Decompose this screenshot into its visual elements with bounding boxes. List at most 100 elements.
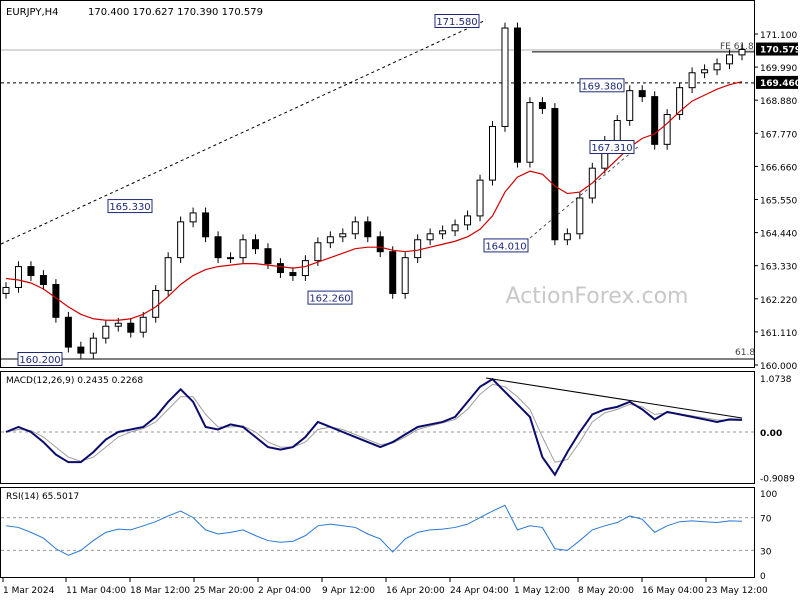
candle-body — [439, 230, 447, 235]
macd-axis-label: 0.00 — [760, 429, 782, 439]
candle-body — [114, 322, 122, 327]
candle-body — [364, 221, 372, 238]
rsi-label: RSI(14) 65.5017 — [6, 492, 79, 502]
price-tick-label: 165.550 — [760, 197, 797, 207]
candle-body — [52, 283, 60, 318]
annotation-box — [17, 352, 63, 366]
watermark: ActionForex.com — [506, 284, 689, 309]
price-axis: 171.100 169.990 168.880 167.770 166.660 165.5… — [754, 31, 800, 372]
candle-body — [638, 90, 646, 98]
price-tick-label: 171.100 — [760, 31, 797, 41]
candle-body — [276, 263, 284, 274]
macd-trend-line — [485, 377, 743, 419]
candle-body — [264, 248, 272, 265]
candle-body — [339, 233, 347, 238]
time-tick-label: 11 Mar 04:00 — [66, 586, 126, 596]
candle-body — [227, 257, 235, 260]
current-price-badge — [756, 42, 798, 56]
time-tick-label: 16 Apr 20:00 — [386, 586, 445, 596]
price-annotations: 171.580 169.380 167.310 165.330 164.010 162.2… — [17, 14, 635, 366]
annotation-label: 160.200 — [19, 355, 60, 366]
chart-title-ohlc: 170.400 170.627 170.390 170.579 — [88, 7, 263, 18]
annotation-box — [483, 238, 529, 253]
candle-body — [613, 119, 621, 142]
candle-body — [27, 266, 35, 277]
level-169460-label: 169.460 — [760, 79, 800, 89]
price-tick-label: 160.000 — [760, 362, 797, 372]
price-levels: FE 61.8 61.8 — [0, 19, 755, 360]
candle-body — [651, 96, 659, 145]
candle-body — [251, 239, 259, 250]
moving-average — [5, 81, 743, 321]
rsi-panel-frame — [0, 487, 755, 578]
rsi-axis-label: 0 — [760, 572, 766, 582]
candle-body — [376, 236, 384, 253]
candle-body — [401, 257, 409, 294]
time-tick-label: 23 May 12:00 — [706, 586, 768, 596]
price-tick-label: 162.220 — [760, 296, 797, 306]
candle-body — [513, 27, 521, 163]
candle-body — [239, 239, 247, 259]
annotation-label: 162.260 — [309, 294, 350, 305]
fib-618-label: 61.8 — [735, 348, 755, 358]
annotation-label: 164.010 — [485, 241, 526, 252]
candle-body — [663, 114, 671, 145]
macd-label: MACD(12,26,9) 0.2435 0.2268 — [6, 376, 143, 386]
candle-body — [214, 236, 222, 259]
candle-body — [489, 125, 497, 181]
candle-body — [576, 197, 584, 235]
price-tick-label: 169.990 — [760, 64, 797, 74]
candle-body — [139, 316, 147, 333]
price-tick-label: 163.330 — [760, 263, 797, 273]
price-tick-label: 161.110 — [760, 329, 797, 339]
annotation-box — [434, 14, 480, 28]
candle-body — [177, 221, 185, 259]
candle-body — [476, 179, 484, 217]
annotation-box — [307, 290, 353, 305]
annotation-box — [107, 199, 153, 214]
candle-body — [688, 72, 696, 89]
candle-body — [526, 102, 534, 163]
rsi-axis-label: 100 — [760, 490, 777, 500]
candle-body — [152, 289, 160, 318]
rsi-line — [5, 504, 743, 556]
candle-body — [326, 236, 334, 244]
trend-line-rising — [529, 144, 641, 239]
annotation-label: 169.380 — [581, 81, 622, 92]
candle-body — [39, 275, 47, 285]
candle-body — [127, 322, 135, 333]
candle-body — [426, 233, 434, 241]
time-tick-label: 18 Mar 12:00 — [130, 586, 190, 596]
rsi-axis-label: 30 — [760, 547, 772, 557]
candle-body — [738, 49, 746, 56]
macd-line — [5, 377, 743, 477]
time-tick-label: 8 May 20:00 — [578, 586, 634, 596]
macd-axis-label: -0.9089 — [760, 475, 795, 485]
ma-line — [5, 81, 743, 321]
candle-body — [701, 69, 709, 74]
time-tick-label: 24 Apr 04:00 — [450, 586, 509, 596]
current-price-label: 170.579 — [760, 46, 800, 56]
main-panel-frame — [0, 0, 755, 368]
price-tick-label: 168.880 — [760, 97, 797, 107]
macd-signal-line — [5, 383, 742, 463]
candle-body — [351, 221, 359, 235]
candle-body — [464, 215, 472, 226]
time-tick-label: 16 May 04:00 — [642, 586, 704, 596]
candle-body — [301, 260, 309, 277]
candle-body — [726, 54, 734, 65]
macd-panel-frame — [0, 371, 755, 484]
candle-body — [538, 102, 546, 110]
macd-axis-label: 1.0738 — [760, 375, 792, 385]
candle-body — [102, 325, 110, 339]
rsi-panel: 100 70 30 0 — [1, 490, 777, 582]
candle-body — [14, 266, 22, 288]
price-tick-label: 164.440 — [760, 230, 797, 240]
annotation-label: 171.580 — [436, 17, 477, 28]
candle-body — [414, 239, 422, 259]
macd-panel: 1.0738 0.00 -0.9089 — [1, 375, 795, 485]
candle-body — [389, 251, 397, 294]
candle-body — [89, 337, 97, 354]
